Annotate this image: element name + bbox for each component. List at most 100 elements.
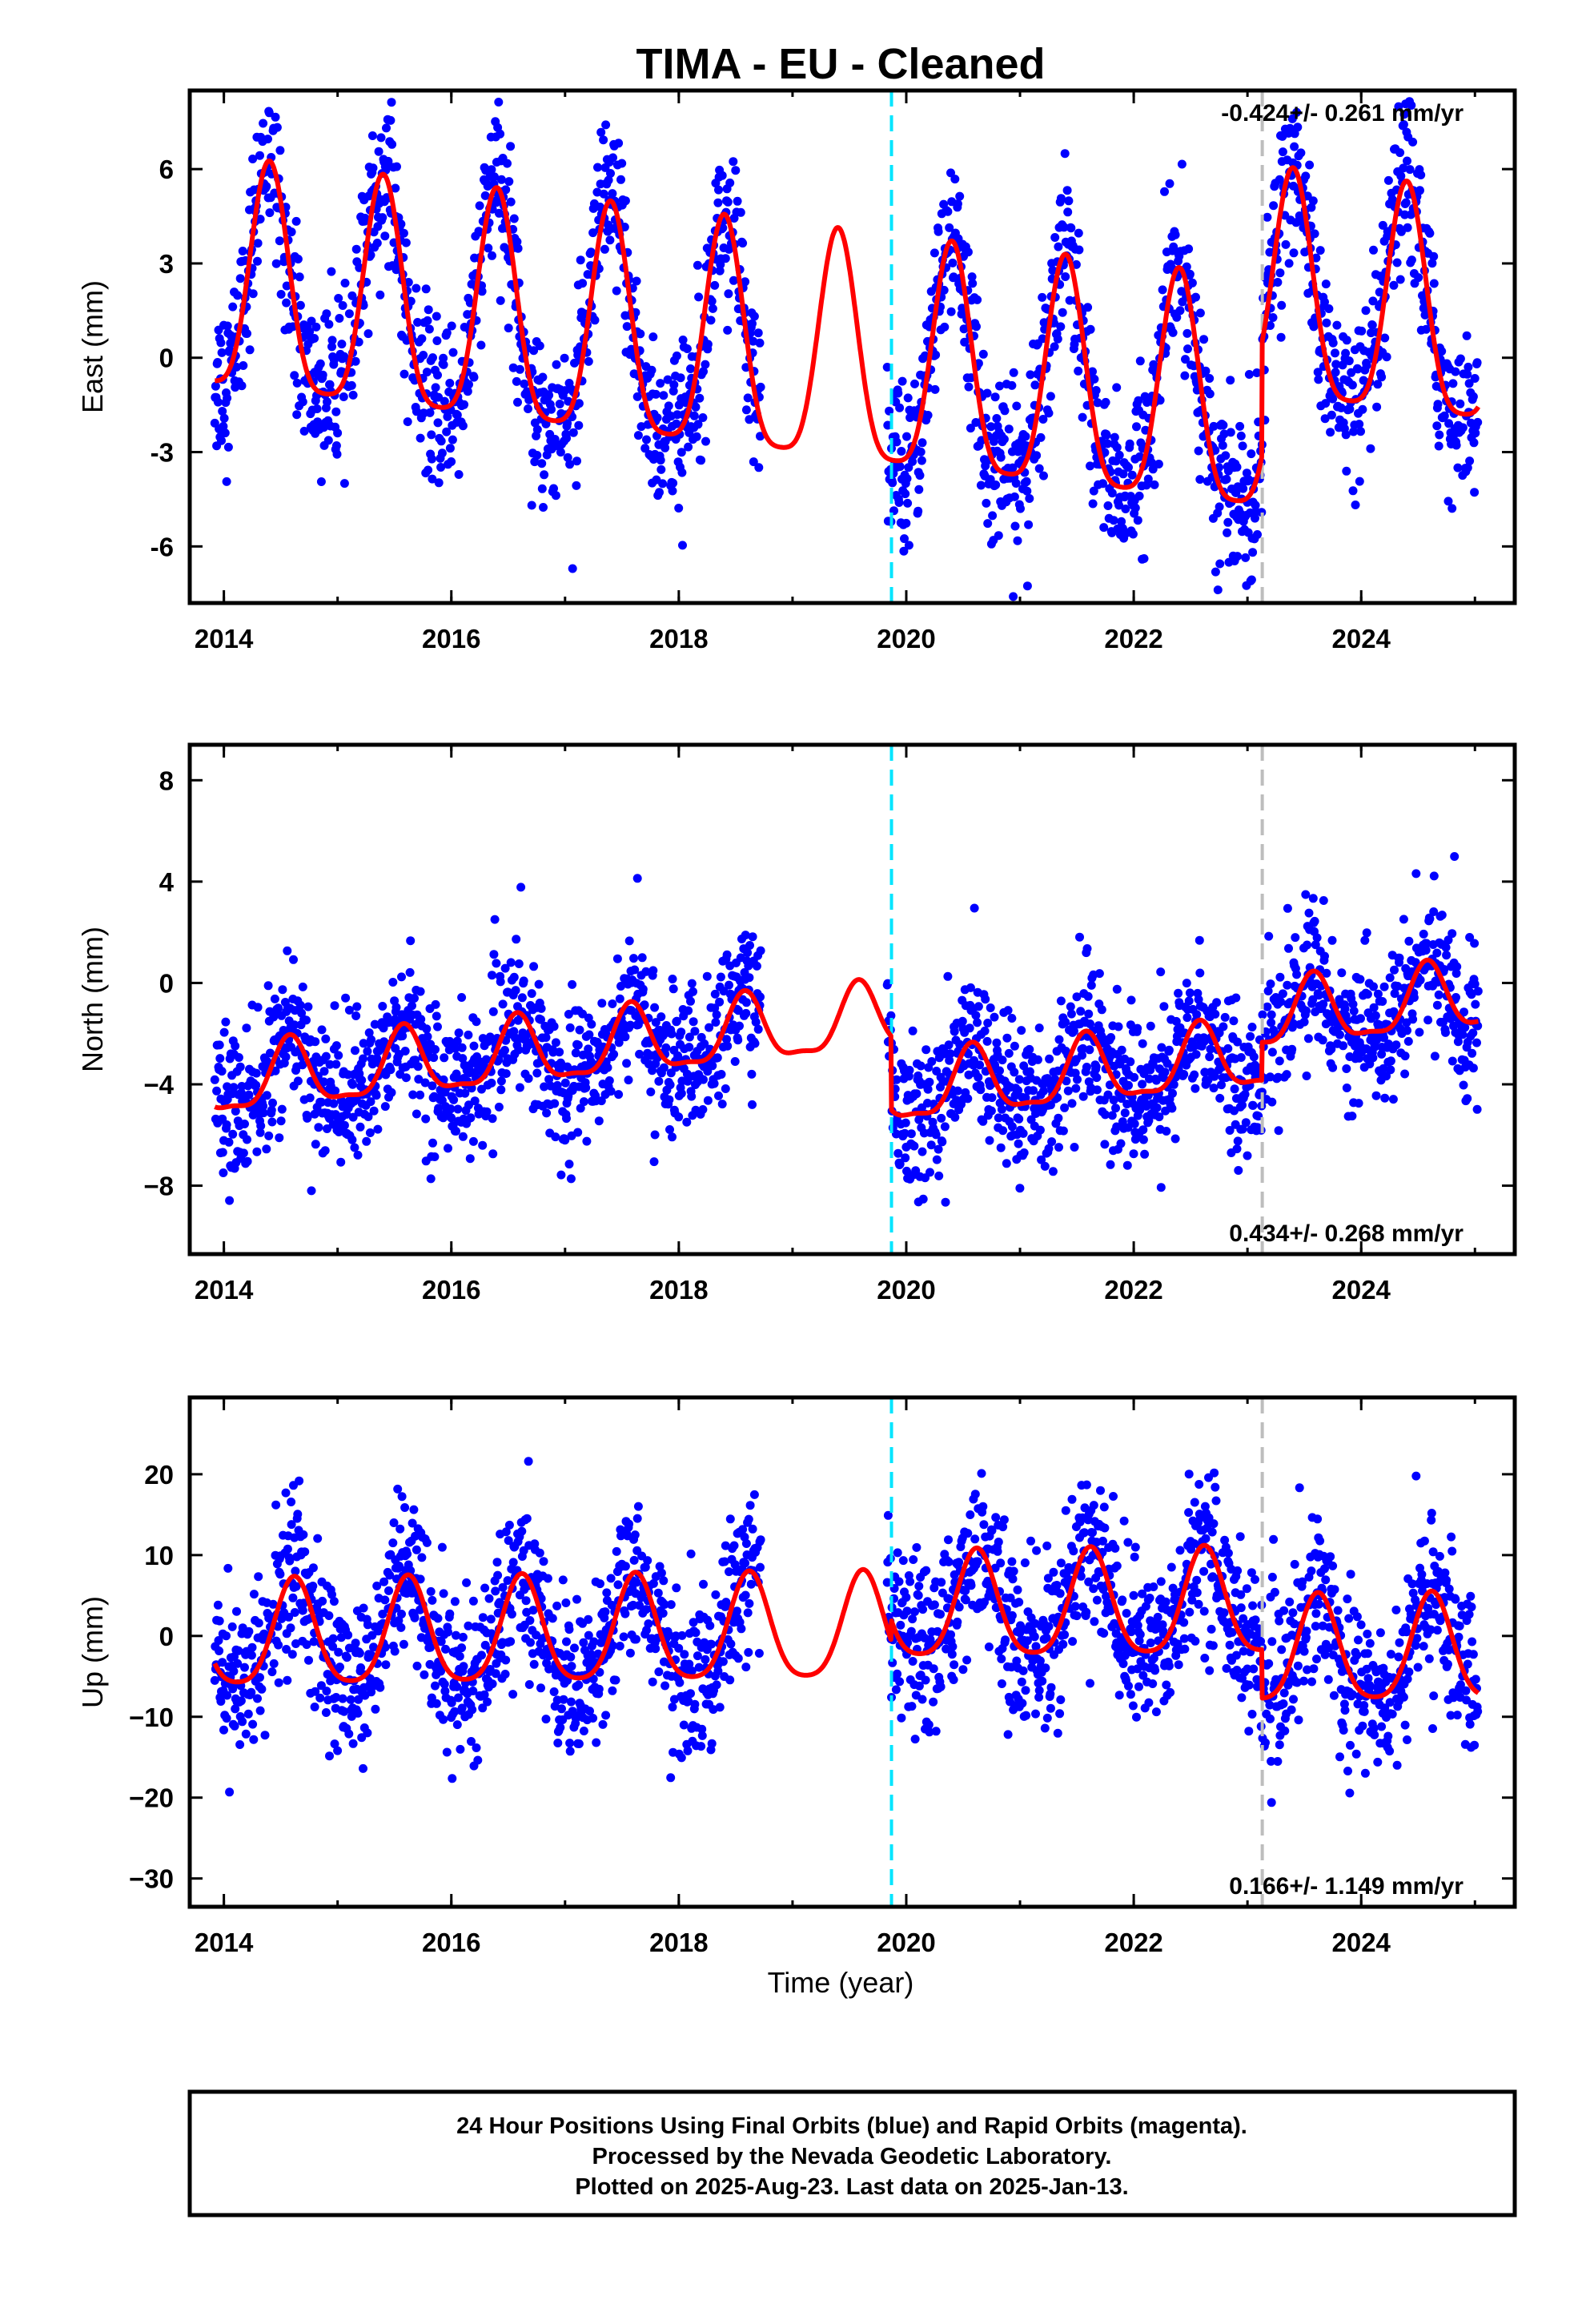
up-point xyxy=(524,1457,533,1466)
north-point xyxy=(745,941,754,950)
north-point xyxy=(1349,1007,1359,1015)
north-point xyxy=(325,1059,335,1069)
north-point xyxy=(990,1012,999,1022)
north-point xyxy=(371,1091,381,1100)
east-point xyxy=(239,361,248,370)
east-point xyxy=(1125,439,1134,448)
east-point xyxy=(1114,501,1124,510)
north-point xyxy=(344,1005,354,1015)
east-point xyxy=(901,489,910,499)
north-point xyxy=(582,1136,592,1146)
north-point xyxy=(1415,1027,1424,1037)
up-point xyxy=(409,1505,419,1514)
north-point xyxy=(353,1150,363,1160)
north-point xyxy=(581,1083,591,1092)
east-point xyxy=(1471,428,1480,438)
north-point xyxy=(229,1083,239,1092)
east-point xyxy=(733,196,742,206)
east-point xyxy=(351,244,361,254)
north-point xyxy=(1368,1053,1378,1063)
up-point xyxy=(456,1744,465,1754)
north-point xyxy=(917,1147,927,1156)
north-point xyxy=(1092,1073,1102,1083)
east-point xyxy=(1403,223,1412,232)
north-point xyxy=(277,1104,287,1114)
east-point xyxy=(915,471,925,480)
north-point xyxy=(532,1068,542,1078)
north-point xyxy=(421,1114,431,1124)
east-point xyxy=(1223,528,1232,537)
north-point xyxy=(743,948,753,958)
north-point xyxy=(1274,1126,1283,1136)
up-point xyxy=(535,1548,544,1558)
north-point xyxy=(976,1085,986,1095)
east-point xyxy=(1416,171,1426,179)
north-point xyxy=(668,1132,677,1142)
east-point xyxy=(686,364,695,373)
north-point xyxy=(362,1136,371,1146)
east-point xyxy=(617,159,627,168)
north-point xyxy=(912,1089,921,1099)
north-point xyxy=(240,1120,249,1128)
east-point xyxy=(1065,296,1074,305)
north-point xyxy=(717,1100,727,1109)
east-point xyxy=(560,353,569,363)
north-point xyxy=(646,1088,656,1096)
east-point xyxy=(307,316,316,326)
east-point xyxy=(656,464,666,474)
east-point xyxy=(539,503,548,512)
up-point xyxy=(381,1660,391,1670)
north-points xyxy=(210,852,1483,1207)
north-point xyxy=(422,1024,432,1034)
east-points xyxy=(210,97,1483,601)
east-point xyxy=(902,474,912,484)
north-point xyxy=(1146,1021,1155,1031)
east-point xyxy=(940,322,950,332)
east-point xyxy=(972,322,981,332)
east-point xyxy=(706,316,716,325)
north-point xyxy=(429,1053,439,1063)
east-point xyxy=(1109,516,1118,525)
east-point xyxy=(1366,444,1375,453)
up-point xyxy=(441,1644,450,1654)
north-point xyxy=(552,1080,562,1090)
east-point xyxy=(1071,259,1081,269)
east-point xyxy=(404,278,413,287)
up-point xyxy=(322,1687,331,1696)
east-point xyxy=(431,383,440,392)
north-point xyxy=(1430,1051,1439,1061)
up-point xyxy=(579,1638,588,1647)
east-point xyxy=(1022,476,1031,486)
up-point xyxy=(356,1663,366,1672)
east-point xyxy=(448,435,457,444)
east-point xyxy=(427,454,436,464)
east-point xyxy=(271,259,281,268)
east-point xyxy=(659,391,669,400)
north-point xyxy=(1432,948,1442,958)
east-point xyxy=(672,351,681,360)
north-point xyxy=(514,1045,524,1055)
north-point xyxy=(482,1107,492,1116)
up-point xyxy=(281,1488,291,1498)
east-point xyxy=(403,417,412,427)
east-point xyxy=(1394,102,1403,111)
east-point xyxy=(339,352,349,361)
east-point xyxy=(512,376,521,386)
east-point xyxy=(1013,536,1022,545)
east-point xyxy=(323,397,331,407)
east-point xyxy=(701,360,710,369)
east-point xyxy=(1348,486,1358,496)
east-point xyxy=(1358,404,1367,414)
north-point xyxy=(649,1157,659,1167)
east-point xyxy=(1269,201,1279,211)
east-point xyxy=(599,189,608,199)
east-point xyxy=(1399,163,1408,173)
east-point xyxy=(310,334,319,343)
east-point xyxy=(1405,165,1415,175)
north-point xyxy=(614,1090,624,1100)
north-point xyxy=(1066,1009,1076,1019)
east-point xyxy=(1313,368,1323,377)
east-point xyxy=(428,474,437,484)
north-point xyxy=(380,1102,390,1112)
east-point xyxy=(1038,292,1047,302)
